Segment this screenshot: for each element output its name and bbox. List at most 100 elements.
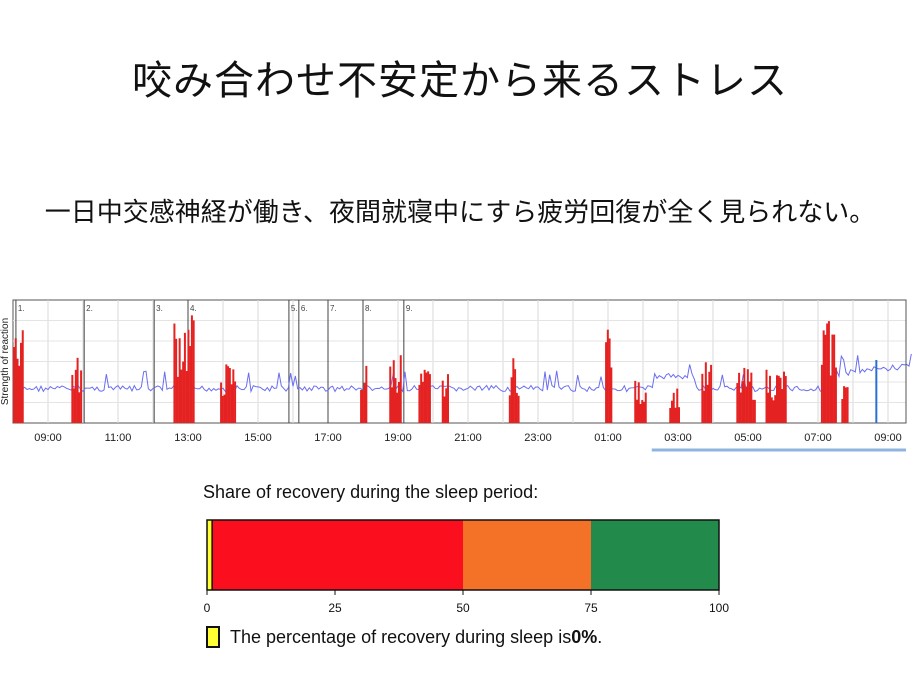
stress-bar [183,332,186,423]
stress-bar [396,392,399,423]
share-tick-label: 100 [709,601,729,615]
stress-bar [833,334,836,423]
recovery-legend-suffix: . [597,626,603,647]
stress-bar [391,387,393,423]
stress-bar [76,357,79,423]
stress-bar [230,384,233,423]
hrv-chart: Strength of reaction 09:00 11:00 13:00 15:00… [0,299,912,452]
stress-bar [736,383,739,423]
stress-bar [441,380,444,423]
stress-bar [639,403,642,423]
stress-bar [420,373,423,423]
stress-bar [173,323,176,423]
stress-bar [14,338,17,423]
stress-bar [770,397,773,423]
event-marker-label: 9. [406,304,413,313]
stress-bar [510,377,513,423]
stress-bar [20,342,22,423]
stress-bar [776,375,778,423]
stress-bar [398,382,400,423]
x-tick-label: 23:00 [524,432,552,444]
stress-bar [363,382,366,423]
stress-bar [706,384,709,423]
stress-bar [71,374,74,423]
stress-bar [634,380,637,423]
x-tick-label: 09:00 [874,432,902,444]
share-segment [591,520,719,590]
event-marker-label: 7. [330,304,337,313]
share-tick-label: 75 [584,601,598,615]
stress-bar [643,401,645,423]
stress-bar [843,386,846,423]
stress-bar [399,355,402,423]
event-marker-label: 5. [291,304,298,313]
stress-bar [710,364,713,423]
share-segment [463,520,591,590]
event-marker-label: 3. [156,304,163,313]
stress-bar [176,376,179,423]
stress-bar [844,387,847,423]
stress-bar [423,369,426,423]
x-tick-label: 15:00 [244,432,272,444]
stress-bar [746,369,749,423]
x-tick-label: 01:00 [594,432,622,444]
stress-bar [743,367,746,423]
stress-bar [427,371,430,423]
stress-bar [752,399,755,423]
stress-bar [225,364,228,423]
stress-bar [669,407,672,423]
stress-bar [708,371,711,423]
stress-bar [676,388,679,423]
stress-bar [606,329,609,423]
stress-bar [678,407,680,423]
stress-bar [21,330,24,423]
stress-bar [750,372,753,423]
stress-bar [428,374,431,423]
stress-bar [515,392,518,423]
stress-bar [822,330,825,423]
x-tick-label: 07:00 [804,432,832,444]
stress-bar [827,321,830,423]
stress-bar [741,381,744,423]
x-tick-label: 13:00 [174,432,202,444]
event-marker-label: 1. [18,304,25,313]
x-tick-label: 09:00 [34,432,62,444]
stress-bar [418,384,421,423]
share-segment [212,520,463,590]
stress-bar [637,382,640,423]
stress-bar [753,399,756,423]
event-marker-label: 8. [365,304,372,313]
stress-bar [361,390,364,423]
y-axis-label: Strength of reaction [0,318,11,405]
stress-bar [739,392,742,423]
stress-bar [360,389,363,423]
stress-bar [18,365,21,423]
hrv-line [12,353,912,394]
stress-bar [820,364,823,423]
stress-bar [425,372,428,423]
stress-bar [13,347,15,423]
stress-bar [190,315,193,423]
stress-bar [644,392,647,423]
stress-bar [765,369,768,423]
stress-bar [365,365,368,423]
slide-subtitle: 一日中交感神経が働き、夜間就寝中にすら疲労回復が全く見られない。 [44,198,876,228]
stress-bar [608,338,611,423]
stress-bar [517,395,520,423]
recovery-legend: The percentage of recovery during sleep … [206,626,602,648]
stress-bar [748,381,751,423]
stress-bar [187,329,190,423]
stress-bar [221,395,224,423]
stress-bar [671,400,673,423]
stress-bar [703,390,706,423]
stress-bar [783,371,785,423]
stress-bar [826,323,829,423]
recovery-legend-text: The percentage of recovery during sleep … [230,626,572,647]
stress-bar [192,320,195,423]
event-marker-label: 6. [301,304,308,313]
stress-bar [672,392,675,423]
stress-bar [80,370,83,423]
stress-bar [701,373,704,423]
stress-bar [178,338,181,423]
stress-bar [421,381,424,423]
